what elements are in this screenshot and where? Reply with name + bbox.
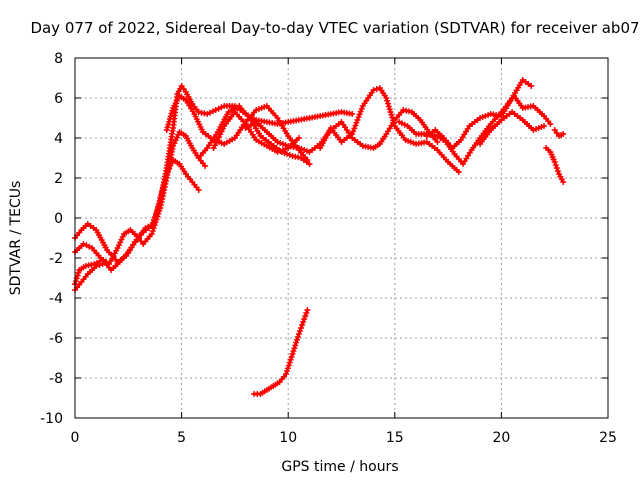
series-markers (543, 145, 567, 185)
series-markers (551, 127, 567, 139)
y-tick-label: -2 (49, 251, 63, 267)
satellite-track-12 (477, 109, 547, 147)
x-tick-label: 5 (177, 430, 186, 446)
satellite-track-11 (423, 77, 535, 151)
y-tick-label: -8 (49, 371, 63, 387)
y-tick-label: 8 (54, 51, 63, 67)
y-tick-label: 0 (54, 211, 63, 227)
y-tick-label: -4 (49, 291, 63, 307)
series-markers (251, 307, 311, 397)
y-axis-title: SDTVAR / TECUs (8, 181, 24, 296)
series-markers (317, 85, 462, 175)
satellite-track-9 (317, 85, 462, 175)
satellite-track-8 (242, 107, 441, 155)
y-tick-label: 2 (54, 171, 63, 187)
x-tick-label: 20 (492, 430, 510, 446)
x-tick-label: 0 (71, 430, 80, 446)
y-tick-label: 6 (54, 91, 63, 107)
y-tick-label: 4 (54, 131, 63, 147)
series-markers (396, 93, 554, 167)
data-series (72, 77, 567, 397)
axis-ticks: 0 5 10 15 20 25 -10 -8 -6 -4 -2 0 2 4 6 8 (40, 51, 617, 446)
satellite-track-15 (251, 307, 311, 397)
y-tick-label: -10 (40, 411, 63, 427)
satellite-track-13 (543, 145, 567, 185)
series-markers (242, 107, 441, 155)
y-tick-label: -6 (49, 331, 63, 347)
satellite-track-3 (72, 157, 202, 287)
series-markers (477, 109, 547, 147)
x-axis-title: GPS time / hours (281, 459, 398, 475)
x-tick-label: 25 (599, 430, 617, 446)
satellite-track-14 (551, 127, 567, 139)
satellite-track-4 (72, 261, 106, 293)
plot-frame (74, 57, 609, 419)
chart-title: Day 077 of 2022, Sidereal Day-to-day VTE… (30, 19, 639, 37)
series-markers (423, 77, 535, 151)
satellite-track-10 (396, 93, 554, 167)
x-tick-label: 10 (279, 430, 297, 446)
x-tick-label: 15 (386, 430, 404, 446)
